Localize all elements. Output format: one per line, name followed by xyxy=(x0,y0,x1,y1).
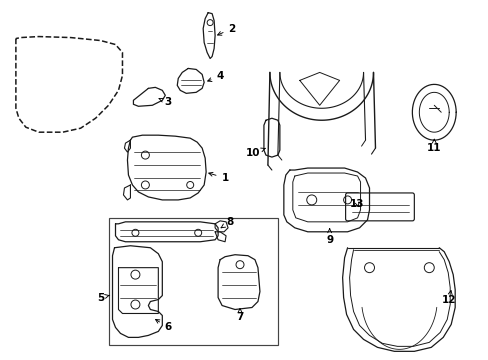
Text: 1: 1 xyxy=(208,172,228,183)
Text: 3: 3 xyxy=(159,97,172,107)
Text: 12: 12 xyxy=(441,291,455,305)
Text: 13: 13 xyxy=(349,199,364,209)
Text: 11: 11 xyxy=(426,139,441,153)
Text: 7: 7 xyxy=(236,309,243,323)
Bar xyxy=(108,218,277,345)
Text: 8: 8 xyxy=(221,217,233,228)
Text: 9: 9 xyxy=(325,229,332,245)
Text: 2: 2 xyxy=(217,24,235,35)
Text: 5: 5 xyxy=(97,293,109,302)
Text: 4: 4 xyxy=(207,71,224,81)
Text: 6: 6 xyxy=(155,319,172,332)
Text: 10: 10 xyxy=(245,148,265,158)
